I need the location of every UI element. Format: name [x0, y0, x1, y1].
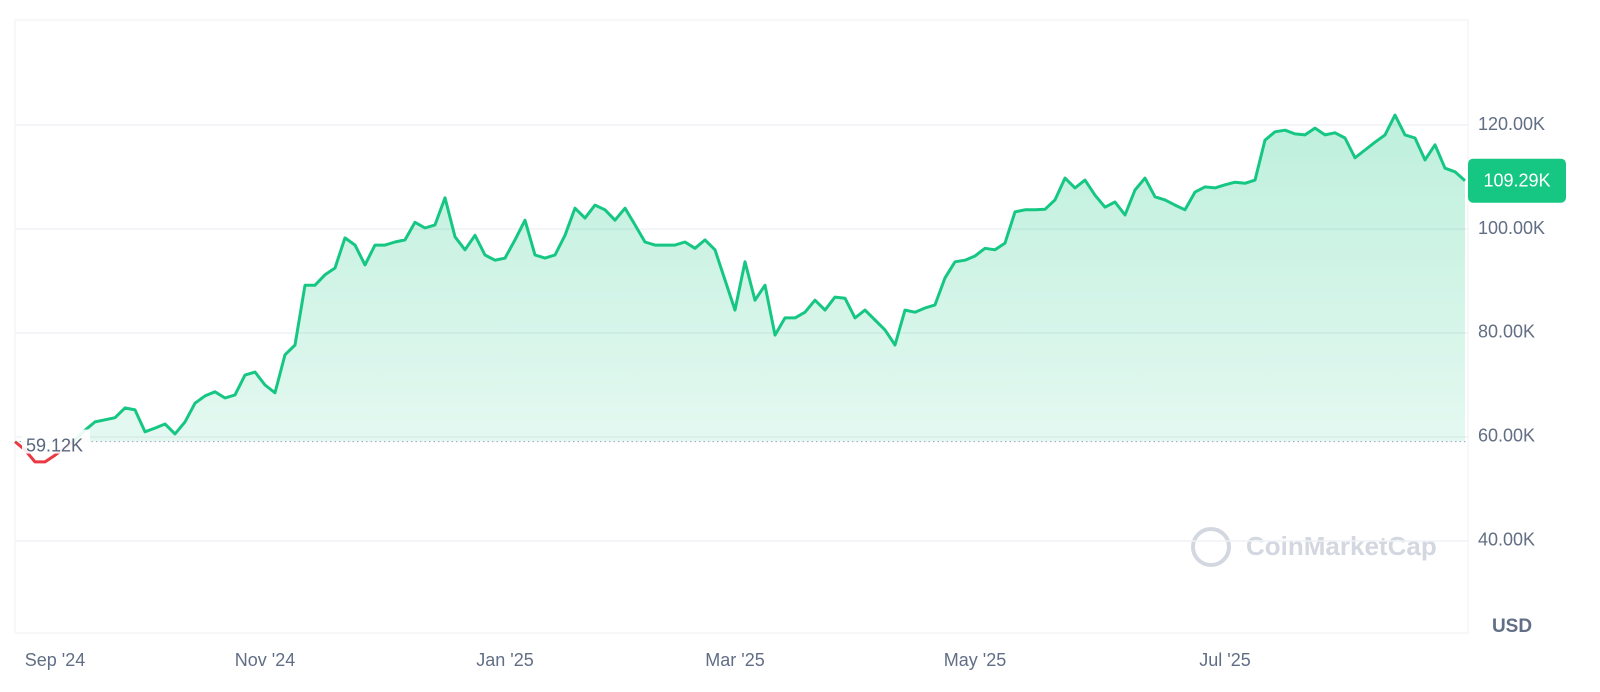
x-tick-label: Nov '24 — [235, 650, 295, 670]
start-label-bg — [22, 429, 90, 454]
x-tick-label: Sep '24 — [25, 650, 86, 670]
last-price-tag — [1468, 158, 1566, 203]
last-price-label: 109.29K — [1483, 170, 1550, 190]
start-label: 59.12K — [26, 435, 83, 455]
watermark-logo — [1191, 527, 1231, 567]
plot-frame — [14, 19, 1469, 634]
y-tick-label: 80.00K — [1478, 322, 1535, 342]
y-tick-label: 60.00K — [1478, 426, 1535, 446]
x-tick-label: Jan '25 — [476, 650, 533, 670]
y-tick-label: 40.00K — [1478, 530, 1535, 550]
watermark: CoinMarketCap — [1191, 527, 1437, 567]
watermark-text: CoinMarketCap — [1246, 531, 1437, 561]
x-tick-label: May '25 — [944, 650, 1006, 670]
price-line — [15, 113, 1466, 442]
y-tick-label: 120.00K — [1478, 114, 1545, 134]
y-tick-label: 100.00K — [1478, 218, 1545, 238]
price-area — [73, 115, 1465, 442]
x-tick-label: Mar '25 — [705, 650, 764, 670]
x-tick-label: Jul '25 — [1199, 650, 1250, 670]
y-unit: USD — [1492, 616, 1532, 637]
